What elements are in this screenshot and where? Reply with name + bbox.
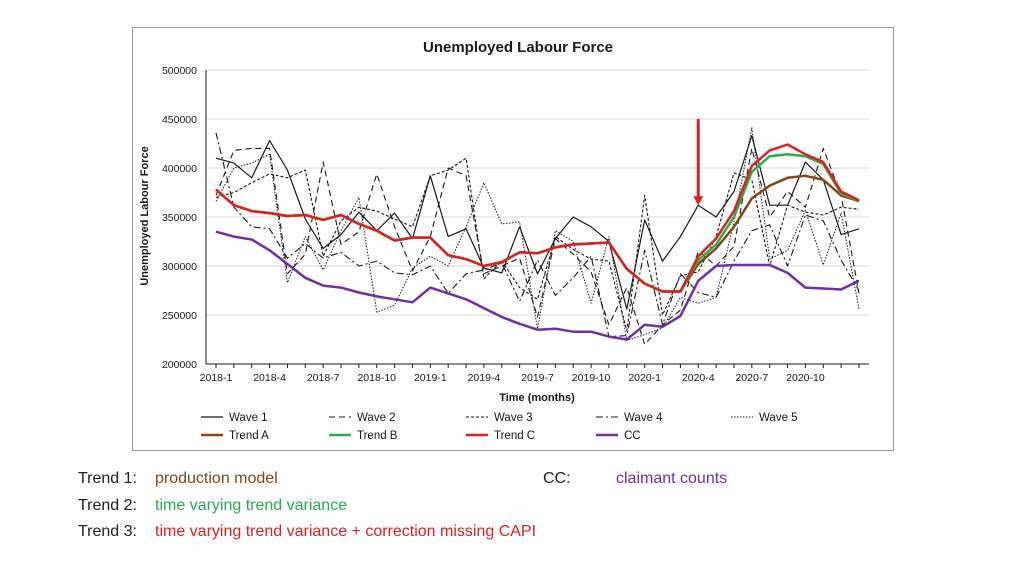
series-wave-3 bbox=[215, 157, 860, 332]
legend-label: Wave 1 bbox=[229, 412, 268, 424]
trend3-description: time varying trend variance + correction… bbox=[155, 523, 537, 540]
line-chart: Unemployed Labour Force Unemployed Labou… bbox=[139, 39, 869, 442]
x-axis-label: Time (months) bbox=[499, 392, 575, 404]
y-tick-label: 400000 bbox=[162, 163, 197, 175]
trend2-label: Trend 2: bbox=[78, 497, 137, 514]
legend-label: Wave 4 bbox=[624, 412, 663, 424]
annotation bbox=[693, 119, 704, 206]
x-tick-label: 2020-10 bbox=[786, 372, 825, 384]
x-tick-label: 2020-1 bbox=[628, 372, 661, 384]
axes: 200000 250000 300000 350000 400000 450000 5000… bbox=[162, 65, 869, 384]
trend3-label: Trend 3: bbox=[78, 523, 137, 540]
x-tick-label: 2019-10 bbox=[572, 372, 611, 384]
legend-label: Wave 3 bbox=[494, 412, 533, 424]
x-tick-label: 2020-7 bbox=[735, 372, 768, 384]
trend2-description: time varying trend variance bbox=[155, 497, 348, 514]
x-tick-label: 2019-1 bbox=[414, 372, 447, 384]
x-tick-label: 2019-4 bbox=[468, 372, 501, 384]
series-wave-5 bbox=[215, 127, 860, 341]
series-trend-c bbox=[215, 143, 860, 293]
series-trend-b bbox=[215, 153, 860, 293]
series-wave-4 bbox=[215, 132, 860, 338]
cc-description: claimant counts bbox=[616, 470, 728, 487]
legend-label: CC bbox=[624, 430, 641, 442]
trend1-label: Trend 1: bbox=[78, 470, 137, 487]
x-tick-label: 2018-7 bbox=[307, 372, 340, 384]
series-cc bbox=[215, 230, 860, 341]
y-tick-label: 300000 bbox=[162, 261, 197, 273]
legend-label: Wave 5 bbox=[759, 412, 798, 424]
series-wave-2 bbox=[215, 147, 860, 345]
y-tick-label: 250000 bbox=[162, 310, 197, 322]
legend-label: Wave 2 bbox=[357, 412, 396, 424]
legend: Wave 1 Wave 2 Wave 3 Wave 4 Wave 5 Trend A Tre… bbox=[201, 412, 798, 442]
x-tick-label: 2019-7 bbox=[521, 372, 554, 384]
trend1-description: production model bbox=[155, 470, 278, 487]
chart-title: Unemployed Labour Force bbox=[423, 39, 613, 56]
x-tick-label: 2018-10 bbox=[357, 372, 396, 384]
y-tick-label: 350000 bbox=[162, 212, 197, 224]
y-axis-label: Unemployed Labour Force bbox=[139, 146, 151, 285]
x-tick-label: 2018-4 bbox=[253, 372, 286, 384]
data-series bbox=[215, 127, 860, 345]
y-tick-label: 200000 bbox=[162, 359, 197, 371]
chart-panel: Unemployed Labour Force Unemployed Labou… bbox=[132, 27, 894, 451]
x-tick-label: 2018-1 bbox=[200, 372, 233, 384]
series-wave-1 bbox=[215, 135, 860, 310]
cc-label: CC: bbox=[543, 470, 571, 487]
y-tick-label: 500000 bbox=[162, 65, 197, 77]
legend-label: Trend A bbox=[229, 430, 269, 442]
x-tick-label: 2020-4 bbox=[682, 372, 715, 384]
legend-label: Trend C bbox=[494, 430, 535, 442]
annotation-arrow-head bbox=[693, 196, 704, 206]
y-tick-label: 450000 bbox=[162, 114, 197, 126]
legend-label: Trend B bbox=[357, 430, 398, 442]
